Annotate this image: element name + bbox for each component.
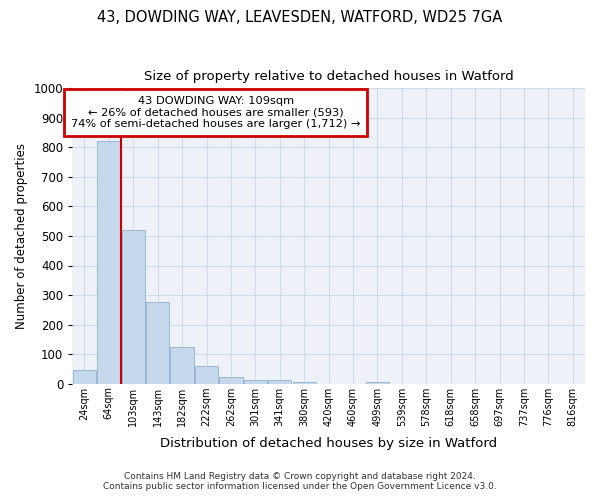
Title: Size of property relative to detached houses in Watford: Size of property relative to detached ho… bbox=[144, 70, 514, 83]
Bar bbox=[268, 380, 292, 384]
Bar bbox=[244, 380, 267, 384]
X-axis label: Distribution of detached houses by size in Watford: Distribution of detached houses by size … bbox=[160, 437, 497, 450]
Text: 43 DOWDING WAY: 109sqm
← 26% of detached houses are smaller (593)
74% of semi-de: 43 DOWDING WAY: 109sqm ← 26% of detached… bbox=[71, 96, 361, 129]
Text: Contains public sector information licensed under the Open Government Licence v3: Contains public sector information licen… bbox=[103, 482, 497, 491]
Bar bbox=[195, 366, 218, 384]
Bar bbox=[73, 370, 96, 384]
Bar bbox=[220, 377, 242, 384]
Bar bbox=[366, 382, 389, 384]
Bar bbox=[122, 230, 145, 384]
Bar bbox=[146, 302, 169, 384]
Y-axis label: Number of detached properties: Number of detached properties bbox=[15, 143, 28, 329]
Text: Contains HM Land Registry data © Crown copyright and database right 2024.: Contains HM Land Registry data © Crown c… bbox=[124, 472, 476, 481]
Text: 43, DOWDING WAY, LEAVESDEN, WATFORD, WD25 7GA: 43, DOWDING WAY, LEAVESDEN, WATFORD, WD2… bbox=[97, 10, 503, 25]
Bar bbox=[97, 142, 121, 384]
Bar bbox=[170, 346, 194, 384]
Bar bbox=[293, 382, 316, 384]
